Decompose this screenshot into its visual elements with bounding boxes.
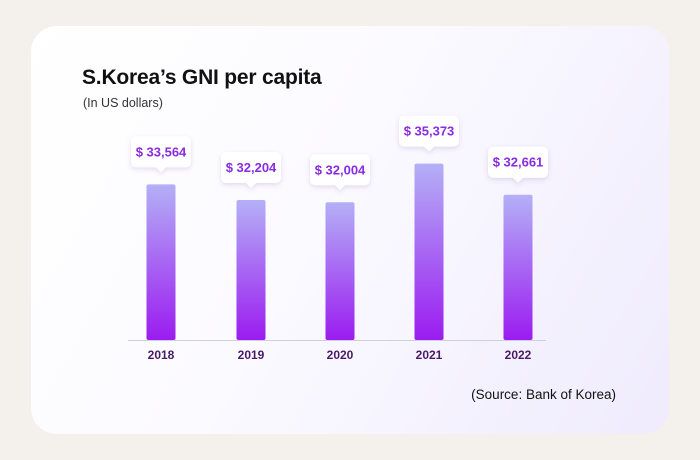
value-label-2021: $ 35,373 [404, 124, 455, 139]
bars-layer [146, 163, 533, 340]
bar-2022 [503, 194, 533, 340]
value-label-2018: $ 33,564 [136, 144, 187, 159]
x-tick-label-2020: 2020 [327, 348, 354, 362]
x-tick-labels: 2018 2019 2020 2021 2022 [148, 348, 532, 362]
bar-2018 [146, 184, 176, 340]
bar-2020 [325, 202, 355, 340]
chart-title: S.Korea’s GNI per capita [82, 66, 322, 89]
value-callout-2018 [131, 136, 191, 173]
value-callouts: $ 33,564 $ 32,204 $ 32,004 $ 35,373 $ 32,661 [131, 115, 548, 191]
x-tick-label-2019: 2019 [238, 348, 265, 362]
source-note: (Source: Bank of Korea) [471, 387, 616, 402]
bar-2021 [414, 163, 444, 340]
value-callout-2022 [488, 146, 548, 183]
value-callout-2020 [310, 154, 370, 191]
x-tick-label-2021: 2021 [416, 348, 443, 362]
value-callout-2019 [221, 151, 281, 188]
bar-2019 [236, 199, 266, 340]
value-label-2020: $ 32,004 [315, 162, 366, 177]
chart-subtitle: (In US dollars) [83, 96, 163, 110]
x-tick-label-2022: 2022 [505, 348, 532, 362]
value-label-2019: $ 32,204 [226, 160, 277, 175]
value-label-2022: $ 32,661 [493, 155, 544, 170]
x-tick-label-2018: 2018 [148, 348, 175, 362]
value-callout-2021 [399, 115, 459, 152]
